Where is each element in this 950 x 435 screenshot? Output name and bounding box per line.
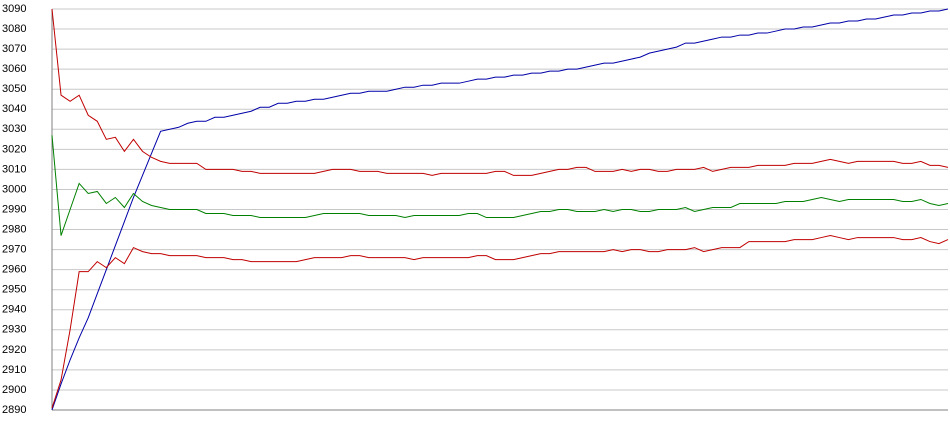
line-series: [51, 135, 949, 236]
y-tick-label: 2890: [2, 404, 26, 416]
y-tick-label: 2900: [2, 384, 26, 396]
y-tick-label: 3080: [2, 23, 26, 35]
y-tick-label: 3090: [2, 3, 26, 15]
y-tick-label: 2910: [2, 364, 26, 376]
y-tick-label: 2940: [2, 304, 26, 316]
y-tick-label: 2920: [2, 344, 26, 356]
y-tick-label: 2960: [2, 264, 26, 276]
line-series: [51, 8, 949, 411]
y-tick-label: 2950: [2, 284, 26, 296]
y-tick-label: 3040: [2, 103, 26, 115]
y-tick-label: 3000: [2, 183, 26, 195]
line-series: [51, 8, 949, 176]
y-tick-label: 2970: [2, 244, 26, 256]
y-tick-label: 3070: [2, 43, 26, 55]
y-tick-label: 2930: [2, 324, 26, 336]
line-series: [51, 235, 949, 409]
y-tick-label: 3030: [2, 123, 26, 135]
y-tick-label: 3010: [2, 163, 26, 175]
y-tick-label: 3050: [2, 83, 26, 95]
y-tick-label: 2990: [2, 203, 26, 215]
y-tick-label: 3060: [2, 63, 26, 75]
y-tick-label: 2980: [2, 223, 26, 235]
y-tick-label: 3020: [2, 143, 26, 155]
